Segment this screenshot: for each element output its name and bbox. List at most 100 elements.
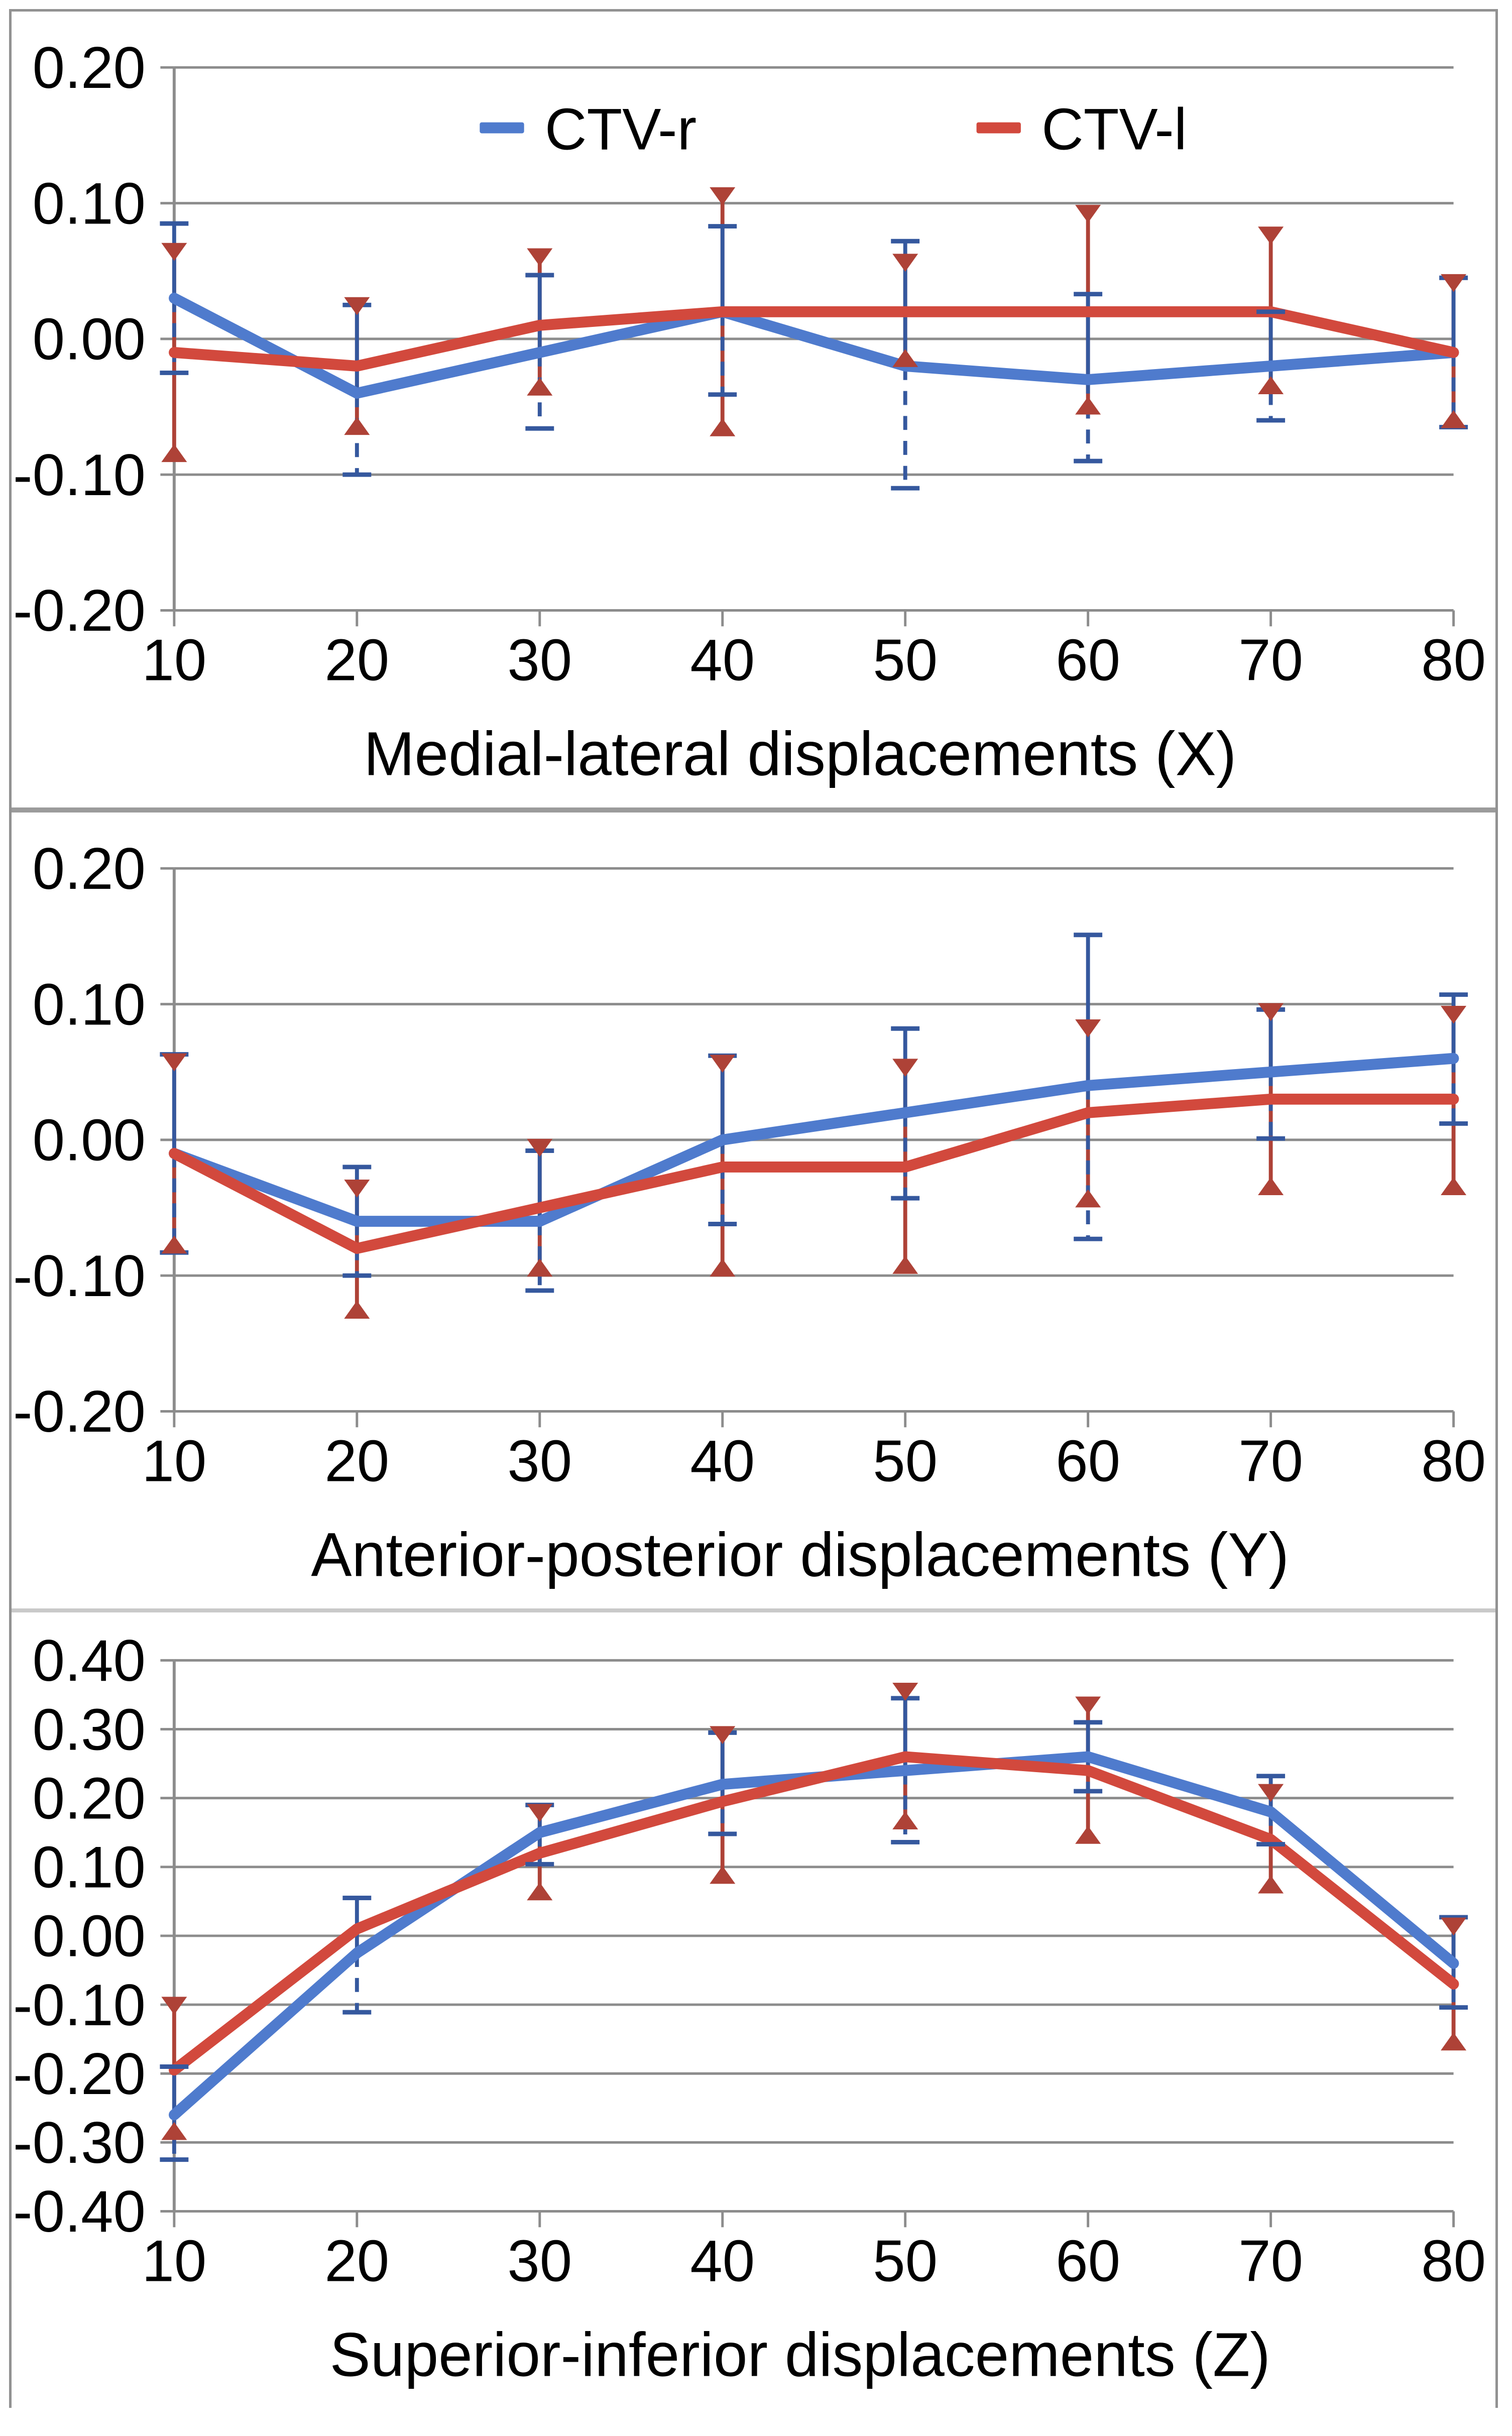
error-cap-ctv-l-bottom — [710, 1866, 736, 1884]
x-tick-label: 70 — [1238, 627, 1303, 693]
error-cap-ctv-l-bottom — [892, 349, 918, 367]
x-tick-label: 10 — [142, 2228, 206, 2294]
legend-label-ctv-l: CTV-l — [1041, 96, 1187, 162]
error-cap-ctv-l-top — [1441, 1006, 1467, 1024]
error-cap-ctv-l-top — [527, 1138, 553, 1157]
x-tick-label: 40 — [690, 627, 755, 693]
x-tick-label: 60 — [1056, 1428, 1120, 1494]
error-cap-ctv-l-bottom — [344, 417, 370, 435]
error-cap-ctv-l-bottom — [1075, 1826, 1101, 1844]
x-tick-label: 10 — [142, 1428, 206, 1494]
error-cap-ctv-l-top — [161, 1053, 187, 1072]
error-cap-ctv-l-top — [710, 1055, 736, 1073]
legend-swatch-ctv-r — [480, 122, 524, 134]
y-tick-label: 0.20 — [33, 35, 146, 100]
error-cap-ctv-l-bottom — [1441, 410, 1467, 428]
error-cap-ctv-l-bottom — [1075, 396, 1101, 415]
error-cap-ctv-l-top — [161, 1997, 187, 2015]
x-tick-label: 20 — [324, 2228, 389, 2294]
y-tick-label: -0.10 — [13, 1972, 146, 2038]
panel-superior-inferior: 0.40 0.30 0.20 0.10 0.00 -0.10 -0.20 -0.30 -0.40… — [12, 1612, 1495, 2408]
y-tick-label: 0.00 — [33, 1903, 146, 1969]
error-cap-ctv-l-bottom — [710, 418, 736, 436]
y-tick-label: 0.00 — [33, 306, 146, 372]
legend-swatch-ctv-l — [976, 122, 1021, 134]
error-cap-ctv-l-bottom — [161, 444, 187, 462]
error-cap-ctv-l-bottom — [1075, 1189, 1101, 1208]
error-cap-ctv-l-bottom — [527, 1882, 553, 1901]
error-cap-ctv-l-top — [344, 1179, 370, 1198]
x-tick-label: 20 — [324, 627, 389, 693]
error-cap-ctv-l-bottom — [1258, 1875, 1284, 1894]
x-tick-label: 80 — [1421, 2228, 1486, 2294]
series-line-ctv-r — [169, 1053, 1459, 1227]
error-cap-ctv-l-bottom — [1258, 1177, 1284, 1195]
error-cap-ctv-l-bottom — [527, 377, 553, 396]
error-cap-ctv-l-top — [710, 1726, 736, 1745]
x-tick-label: 50 — [873, 627, 938, 693]
error-cap-ctv-l-top — [1075, 1019, 1101, 1037]
y-tick-label: -0.40 — [13, 2179, 146, 2245]
x-tick-label: 10 — [142, 627, 206, 693]
panel-anterior-posterior: 0.20 0.10 0.00 -0.10 -0.20 10 20 30 40 50 60 70 80 An… — [12, 813, 1495, 1612]
axis-title: Anterior-posterior displacements (Y) — [311, 1520, 1289, 1589]
y-tick-label: -0.20 — [13, 578, 146, 644]
error-cap-ctv-l-top — [1258, 1784, 1284, 1802]
series-line-ctv-r — [169, 292, 1459, 399]
chart-superior-inferior-z: 0.400.300.200.100.00-0.10-0.20-0.30-0.40… — [13, 1628, 1486, 2389]
x-tick-label: 70 — [1238, 1428, 1303, 1494]
y-tick-label: 0.10 — [33, 171, 146, 237]
error-cap-ctv-l-bottom — [710, 1258, 736, 1277]
error-cap-ctv-l-bottom — [161, 2122, 187, 2140]
y-tick-label: 0.10 — [33, 1834, 146, 1900]
x-tick-label: 80 — [1421, 1428, 1486, 1494]
error-cap-ctv-l-bottom — [161, 1235, 187, 1254]
error-cap-ctv-l-top — [161, 243, 187, 261]
y-tick-label: -0.10 — [13, 1243, 146, 1309]
error-cap-ctv-l-top — [892, 1059, 918, 1077]
error-cap-ctv-l-bottom — [527, 1258, 553, 1277]
series-line-ctv-l — [169, 1751, 1459, 2076]
axis-title: Superior-inferior displacements (Z) — [330, 2320, 1270, 2389]
series-line-ctv-l — [169, 306, 1459, 372]
error-cap-ctv-l-top — [344, 297, 370, 315]
error-cap-ctv-l-top — [1441, 1917, 1467, 1936]
y-tick-label: -0.20 — [13, 2041, 146, 2107]
x-tick-label: 60 — [1056, 627, 1120, 693]
error-cap-ctv-l-top — [710, 187, 736, 205]
y-tick-label: 0.30 — [33, 1697, 146, 1763]
error-cap-ctv-l-bottom — [1258, 376, 1284, 394]
legend-label-ctv-r: CTV-r — [545, 96, 696, 162]
error-cap-ctv-l-bottom — [1441, 1177, 1467, 1195]
x-tick-label: 60 — [1056, 2228, 1120, 2294]
x-tick-label: 40 — [690, 1428, 755, 1494]
series-line-ctv-l — [169, 1093, 1459, 1254]
error-cap-ctv-l-top — [892, 1683, 918, 1701]
y-tick-label: 0.10 — [33, 972, 146, 1037]
x-tick-label: 30 — [507, 1428, 572, 1494]
error-cap-ctv-l-bottom — [892, 1255, 918, 1274]
x-tick-label: 70 — [1238, 2228, 1303, 2294]
error-cap-ctv-l-top — [1258, 1003, 1284, 1021]
y-tick-label: 0.20 — [33, 836, 146, 901]
axis-title: Medial-lateral displacements (X) — [364, 719, 1236, 788]
x-tick-label: 30 — [507, 627, 572, 693]
panel-medial-lateral: 0.20 0.10 0.00 -0.10 -0.20 10 20 30 40 50 60 70 80 CT… — [12, 12, 1495, 813]
x-tick-label: 50 — [873, 1428, 938, 1494]
error-cap-ctv-l-top — [1258, 226, 1284, 245]
error-cap-ctv-l-top — [892, 254, 918, 272]
figure-container: 0.20 0.10 0.00 -0.10 -0.20 10 20 30 40 50 60 70 80 CT… — [9, 9, 1498, 2408]
error-cap-ctv-l-top — [1075, 205, 1101, 223]
x-tick-label: 30 — [507, 2228, 572, 2294]
error-cap-ctv-l-top — [527, 1804, 553, 1822]
y-tick-label: -0.20 — [13, 1379, 146, 1445]
x-tick-label: 20 — [324, 1428, 389, 1494]
x-tick-label: 50 — [873, 2228, 938, 2294]
y-tick-label: 0.20 — [33, 1766, 146, 1831]
y-tick-label: -0.10 — [13, 442, 146, 508]
error-cap-ctv-l-bottom — [892, 1811, 918, 1829]
y-tick-label: 0.40 — [33, 1628, 146, 1693]
error-cap-ctv-l-bottom — [1441, 2032, 1467, 2051]
